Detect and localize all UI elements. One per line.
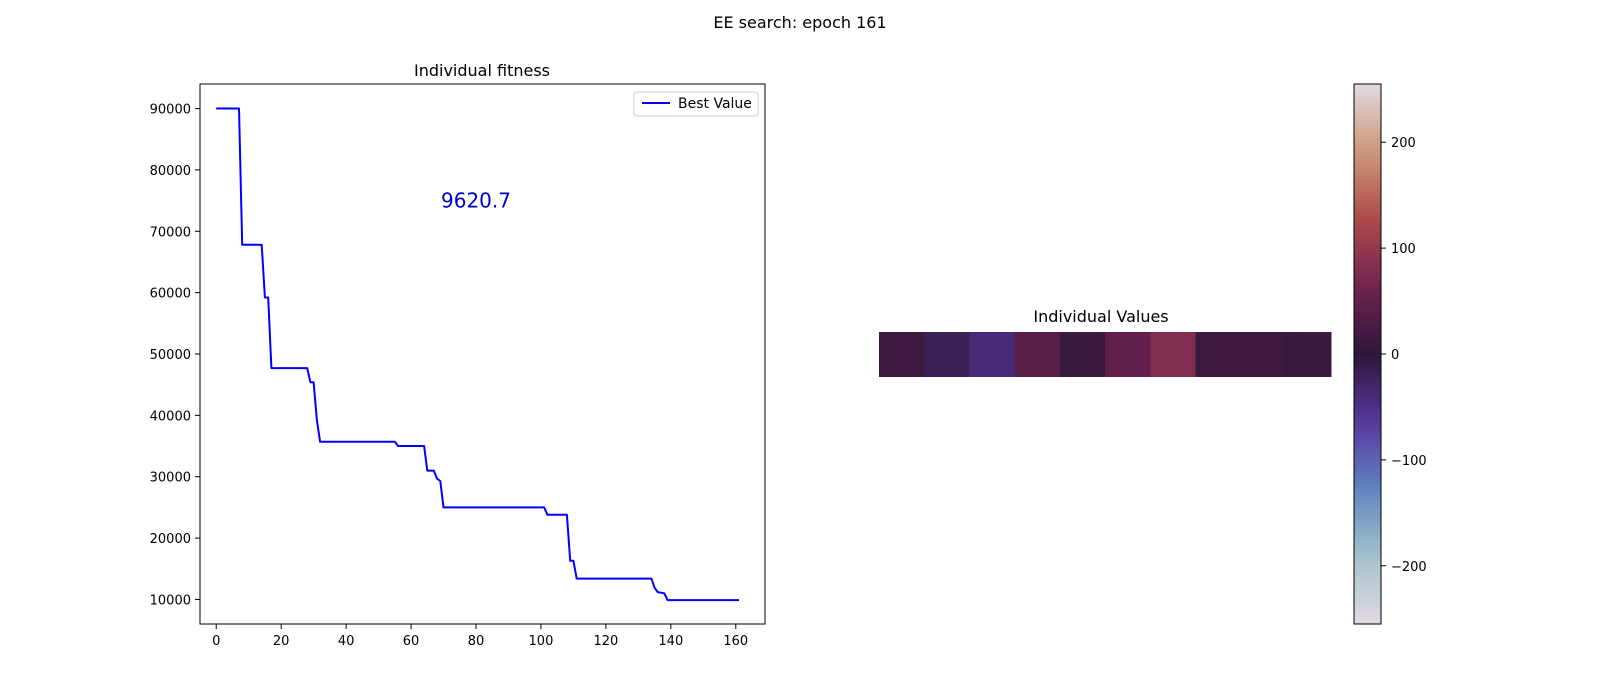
x-tick-label: 160 bbox=[723, 634, 748, 649]
colorbar-gradient bbox=[1353, 83, 1382, 625]
x-tick-label: 0 bbox=[212, 634, 220, 649]
heatmap-cell bbox=[1240, 332, 1287, 377]
heatmap-cell bbox=[969, 332, 1016, 377]
line-chart-title: Individual fitness bbox=[414, 61, 550, 80]
heatmap-cell bbox=[1285, 332, 1332, 377]
x-tick-label: 20 bbox=[273, 634, 290, 649]
heatmap-cell bbox=[924, 332, 970, 377]
fitness-line-chart: Individual fitness 0 20 40 60 80 100 120 140 160… bbox=[150, 61, 766, 649]
legend-box bbox=[633, 91, 759, 117]
heatmap-cell bbox=[1150, 332, 1196, 377]
y-tick-label: 40000 bbox=[150, 409, 191, 424]
y-tick-label: 10000 bbox=[150, 593, 191, 608]
line-chart-frame bbox=[199, 83, 766, 625]
colorbar-ticks: 200 100 0 −100 −200 bbox=[1381, 136, 1427, 575]
x-tick-label: 80 bbox=[468, 634, 485, 649]
series-line-best-value bbox=[216, 107, 739, 602]
x-tick-label: 140 bbox=[658, 634, 683, 649]
colorbar: 200 100 0 −100 −200 bbox=[1353, 83, 1427, 625]
colorbar-tick-label: −200 bbox=[1391, 560, 1427, 575]
line-chart-series bbox=[216, 107, 739, 602]
x-tick-label: 100 bbox=[529, 634, 554, 649]
x-tick-label: 120 bbox=[593, 634, 618, 649]
heatmap-cells bbox=[879, 332, 1332, 377]
heatmap-cell bbox=[879, 332, 925, 377]
heatmap-cell bbox=[1195, 332, 1242, 377]
colorbar-tick-label: −100 bbox=[1391, 454, 1427, 469]
y-tick-label: 50000 bbox=[150, 348, 191, 363]
y-tick-label: 20000 bbox=[150, 532, 191, 547]
line-chart-legend: Best Value bbox=[633, 91, 759, 117]
heatmap-cell bbox=[1014, 332, 1061, 377]
colorbar-tick-label: 100 bbox=[1391, 242, 1416, 257]
heatmap-cell bbox=[1059, 332, 1106, 377]
figure-suptitle: EE search: epoch 161 bbox=[713, 13, 886, 32]
heatmap-cell bbox=[1105, 332, 1151, 377]
line-chart-ticks: 0 20 40 60 80 100 120 140 160 10000 20000 30000 4000… bbox=[150, 103, 749, 649]
y-tick-label: 30000 bbox=[150, 471, 191, 486]
x-tick-label: 60 bbox=[403, 634, 420, 649]
y-tick-label: 60000 bbox=[150, 287, 191, 302]
y-tick-label: 90000 bbox=[150, 103, 191, 118]
legend-label-best-value: Best Value bbox=[678, 96, 752, 112]
y-tick-label: 70000 bbox=[150, 225, 191, 240]
y-tick-label: 80000 bbox=[150, 164, 191, 179]
colorbar-tick-label: 0 bbox=[1391, 348, 1399, 363]
fitness-annotation: 9620.7 bbox=[441, 189, 511, 213]
individual-values-heatmap: Individual Values bbox=[879, 307, 1332, 377]
x-tick-label: 40 bbox=[338, 634, 355, 649]
colorbar-tick-label: 200 bbox=[1391, 136, 1416, 151]
heatmap-title: Individual Values bbox=[1033, 307, 1168, 326]
